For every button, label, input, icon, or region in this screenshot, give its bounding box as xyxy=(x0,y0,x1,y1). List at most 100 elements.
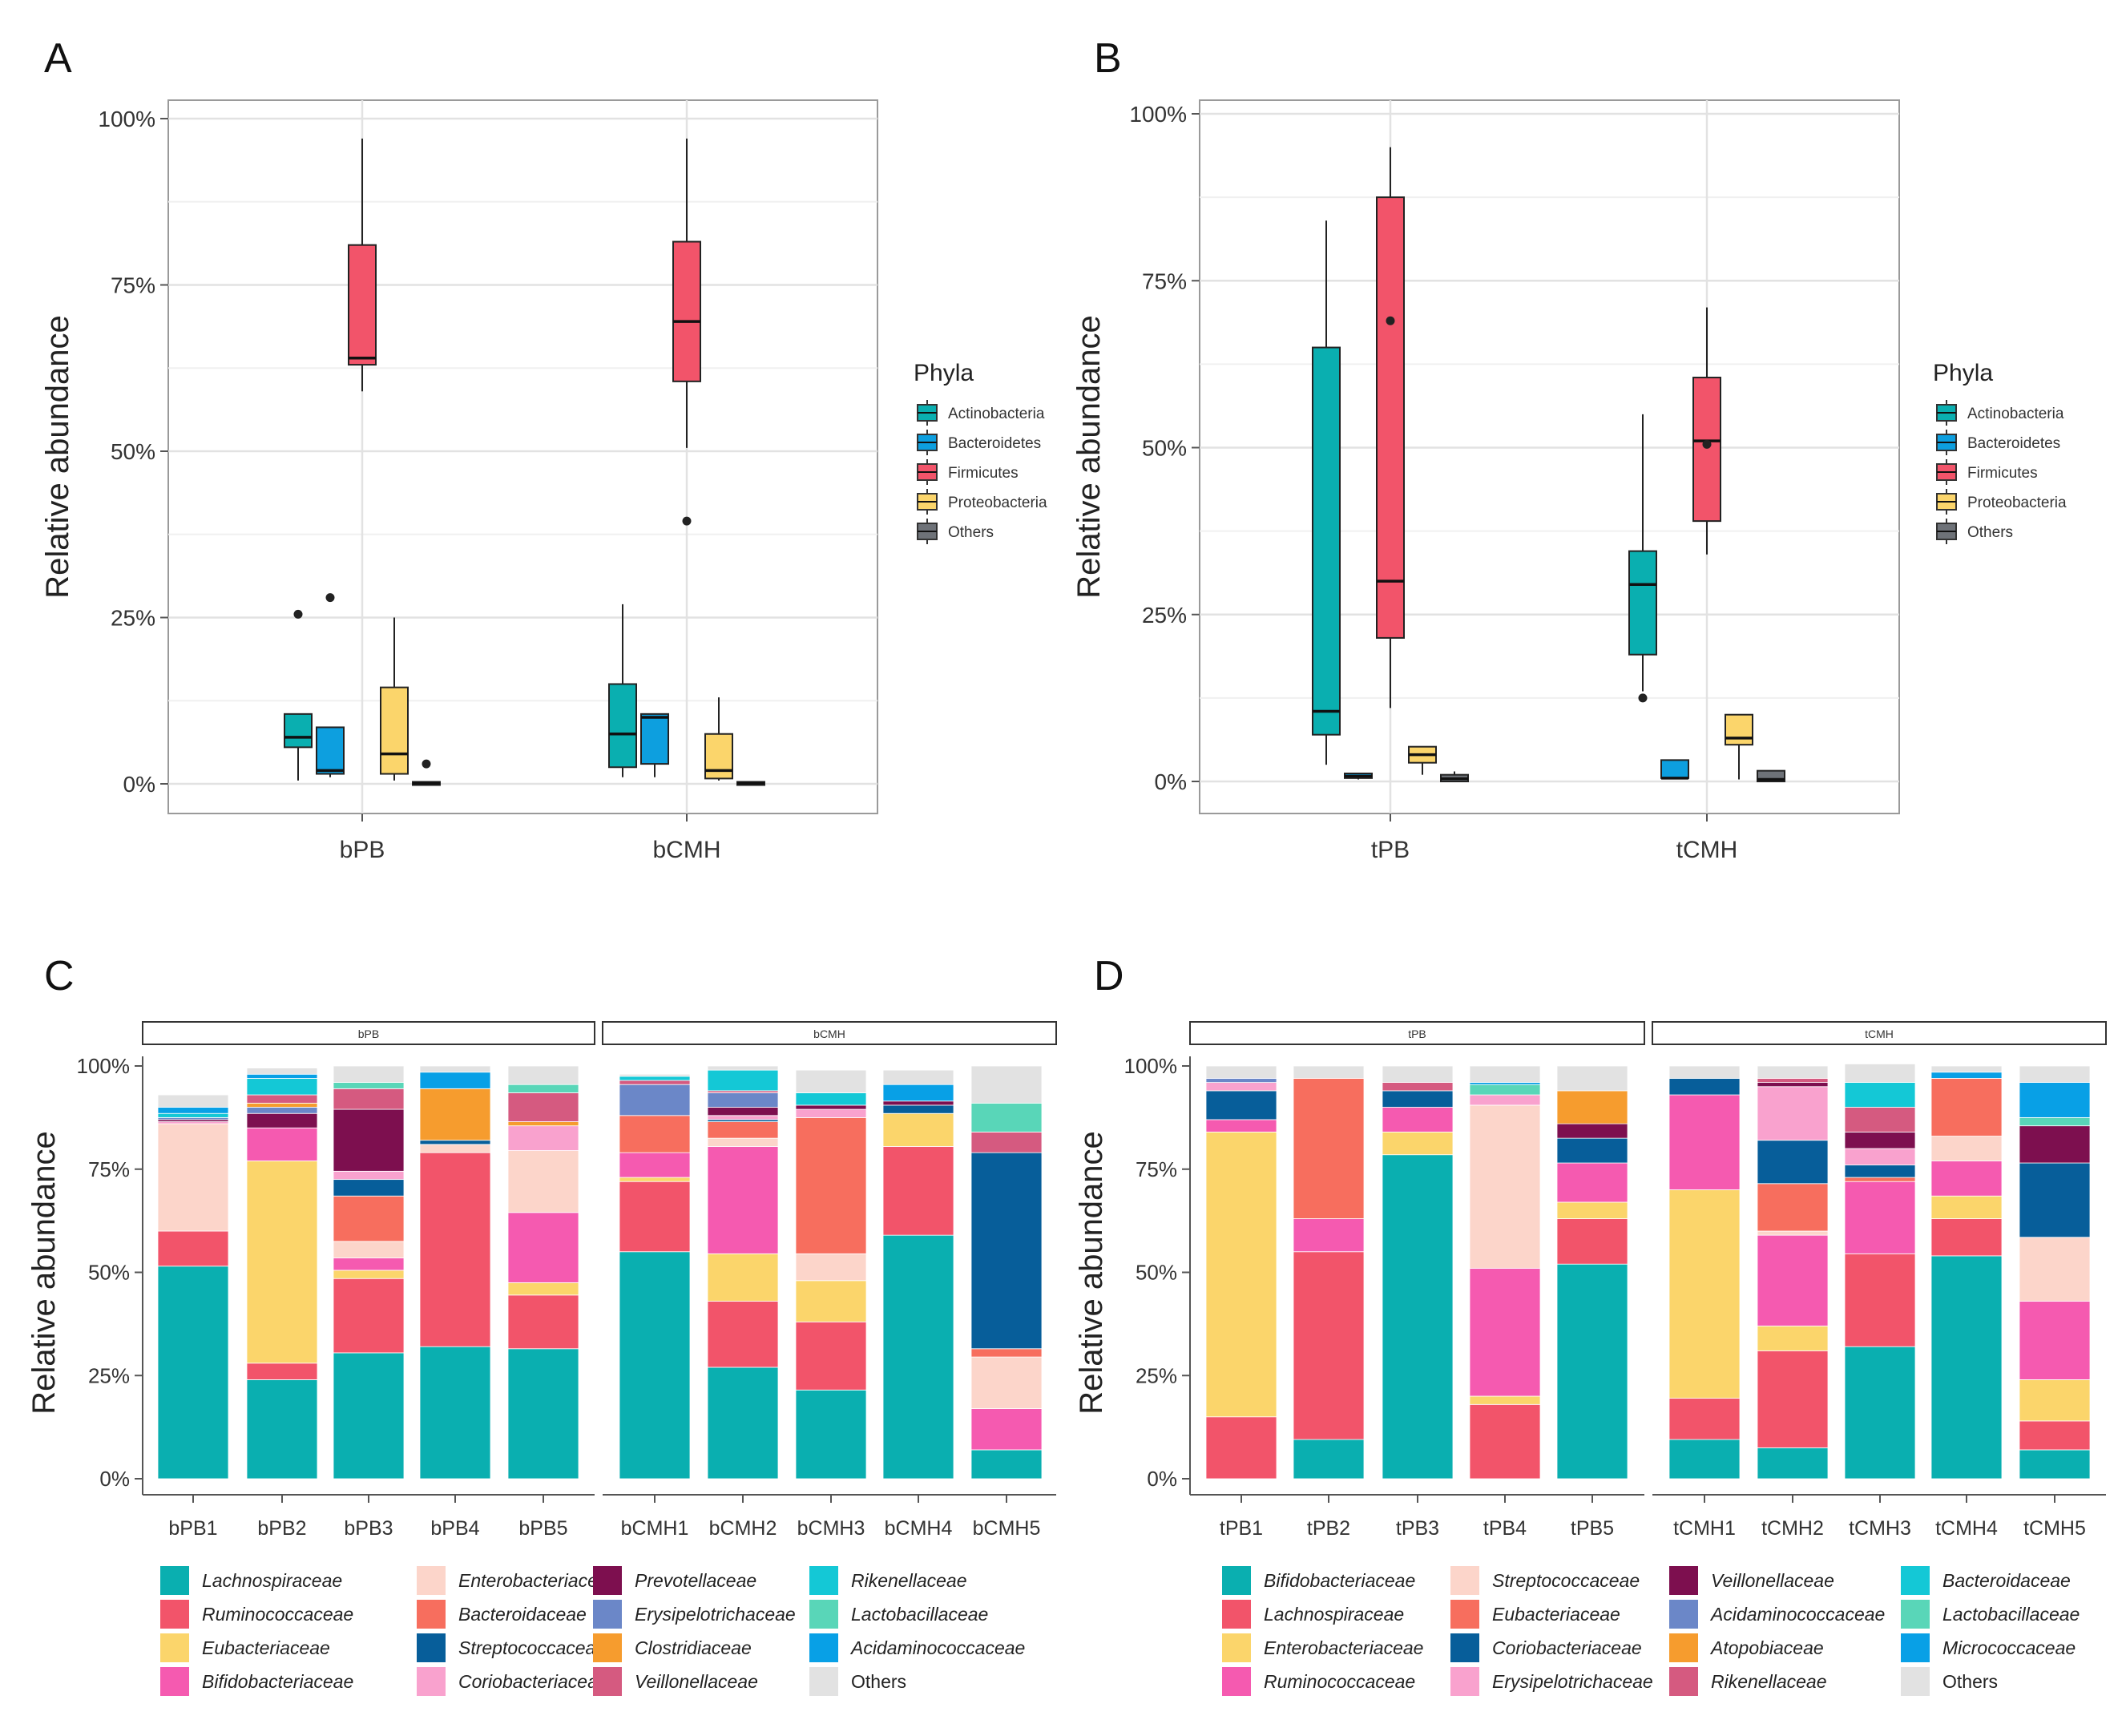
bar-segment xyxy=(619,1076,691,1081)
bar-segment xyxy=(246,1102,318,1108)
bar-segment xyxy=(1293,1218,1365,1253)
outlier-point xyxy=(422,759,431,769)
bar-segment xyxy=(1668,1439,1741,1480)
y-tick-label: 100% xyxy=(1129,102,1187,127)
legend-swatch xyxy=(1222,1566,1251,1595)
bar-segment xyxy=(795,1116,867,1254)
legend-label: Ruminococcaceae xyxy=(1264,1671,1415,1692)
x-tick-label: tPB4 xyxy=(1483,1517,1527,1540)
bar-segment xyxy=(619,1177,691,1182)
bar-segment xyxy=(882,1084,954,1102)
legend-label: Eubacteriaceae xyxy=(202,1637,330,1658)
legend-swatch xyxy=(1450,1633,1479,1662)
y-tick-label: 75% xyxy=(111,273,155,298)
y-axis-title: Relative abundance xyxy=(1071,315,1107,599)
bar-segment xyxy=(882,1146,954,1236)
bar-segment xyxy=(333,1195,405,1242)
bar-segment xyxy=(419,1346,491,1480)
bar-segment xyxy=(1844,1107,1916,1132)
panel-letter: C xyxy=(44,953,75,999)
bar-segment xyxy=(1469,1065,1541,1084)
bar-segment xyxy=(1844,1253,1916,1347)
boxplot-panel-A: A 0% 25% 50% 75% 100% bPB bCMH Relative abundanc… xyxy=(40,35,1047,863)
legend-label: Streptococcaceae xyxy=(458,1637,606,1658)
bar-segment xyxy=(707,1115,779,1120)
bar-segment xyxy=(333,1352,405,1480)
legend-swatch xyxy=(593,1633,622,1662)
panel-letter: A xyxy=(44,35,72,82)
legend-swatch xyxy=(809,1600,838,1629)
bar-segment xyxy=(1757,1183,1829,1232)
x-tick-label: bPB xyxy=(340,837,385,863)
legend-label: Firmicutes xyxy=(948,465,1019,482)
bar-segment xyxy=(1668,1078,1741,1096)
bar-segment xyxy=(1844,1177,1916,1182)
bar-segment xyxy=(707,1301,779,1368)
bar-segment xyxy=(1757,1078,1829,1083)
legend-label: Others xyxy=(948,524,994,541)
bar-segment xyxy=(1757,1140,1829,1185)
legend-label: Streptococcaceae xyxy=(1492,1570,1640,1591)
bar-segment xyxy=(1293,1078,1365,1219)
bar-segment xyxy=(2019,1065,2091,1084)
stacked-bar-panel-D: D 0% 25% 50% 75% 100% Relative abundance tPB tPB… xyxy=(1074,953,2107,1696)
y-axis-title: Relative abundance xyxy=(40,315,75,599)
legend-label: Erysipelotrichaceae xyxy=(1492,1671,1653,1692)
legend-swatch xyxy=(809,1633,838,1662)
bar-segment xyxy=(1293,1439,1365,1480)
x-tick-label: bPB4 xyxy=(430,1517,479,1540)
bar-segment xyxy=(1930,1161,2003,1197)
bar-segment xyxy=(157,1094,229,1108)
legend-label: Veillonellaceae xyxy=(635,1671,758,1692)
box xyxy=(1692,377,1721,523)
bar-segment xyxy=(2019,1420,2091,1451)
bar-segment xyxy=(882,1112,954,1147)
bar-segment xyxy=(1844,1165,1916,1178)
y-axis-title: Relative abundance xyxy=(26,1131,62,1415)
bar-segment xyxy=(970,1356,1043,1409)
bar-segment xyxy=(882,1234,954,1480)
bar-segment xyxy=(507,1125,579,1151)
box xyxy=(1312,346,1341,736)
bar-segment xyxy=(1556,1263,1628,1480)
legend-label: Lachnospiraceae xyxy=(1264,1604,1404,1625)
legend-label: Lactobacillaceae xyxy=(851,1604,988,1625)
bar-segment xyxy=(795,1321,867,1391)
bar-segment xyxy=(1844,1064,1916,1084)
bar-segment xyxy=(419,1140,491,1145)
legend-label: Ruminococcaceae xyxy=(202,1604,353,1625)
legend-swatch xyxy=(160,1566,189,1595)
bar-segment xyxy=(2019,1162,2091,1238)
bar-segment xyxy=(1757,1230,1829,1236)
legend-label: Bacteroidetes xyxy=(948,435,1041,452)
bar-segment xyxy=(707,1137,779,1147)
bar-segment xyxy=(707,1146,779,1254)
legend-label: Coriobacteriaceae xyxy=(458,1671,608,1692)
bar-segment xyxy=(2019,1379,2091,1422)
legend-swatch xyxy=(809,1667,838,1696)
bar-segment xyxy=(795,1092,867,1106)
y-tick-label: 75% xyxy=(1136,1157,1177,1181)
outlier-point xyxy=(682,516,692,526)
x-tick-label: bPB5 xyxy=(518,1517,567,1540)
legend-swatch xyxy=(809,1566,838,1595)
box xyxy=(1628,550,1657,656)
legend-swatch xyxy=(1450,1667,1479,1696)
bar-segment xyxy=(333,1082,405,1089)
bar-segment xyxy=(1556,1218,1628,1265)
bar-segment xyxy=(507,1092,579,1122)
bar-segment xyxy=(1930,1078,2003,1136)
bar-segment xyxy=(795,1389,867,1480)
bar-segment xyxy=(1668,1094,1741,1190)
bar-segment xyxy=(1382,1065,1454,1084)
bar-segment xyxy=(970,1065,1043,1104)
x-tick-label: tPB1 xyxy=(1220,1517,1263,1540)
bar-segment xyxy=(707,1253,779,1302)
bar-segment xyxy=(1757,1447,1829,1480)
bar-segment xyxy=(970,1152,1043,1350)
bar-segment xyxy=(246,1107,318,1114)
panel-letter: B xyxy=(1094,35,1122,82)
box xyxy=(608,683,637,769)
facet-strip-label: tCMH xyxy=(1865,1027,1894,1040)
legend-label: Lactobacillaceae xyxy=(1942,1604,2080,1625)
